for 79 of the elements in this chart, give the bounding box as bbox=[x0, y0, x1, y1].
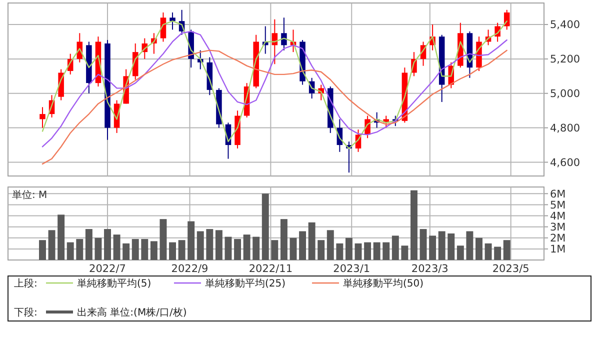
bar bbox=[429, 236, 436, 260]
bar bbox=[308, 222, 316, 260]
bar bbox=[76, 238, 84, 260]
bar bbox=[280, 219, 288, 260]
legend-label: 単純移動平均(25) bbox=[205, 278, 286, 290]
bar bbox=[503, 240, 510, 260]
bar bbox=[85, 229, 92, 260]
bar bbox=[318, 240, 325, 260]
bar bbox=[476, 238, 482, 260]
annotation: 単位: M bbox=[12, 189, 48, 201]
bar bbox=[48, 230, 56, 260]
bar bbox=[364, 242, 372, 260]
bar bbox=[178, 240, 186, 260]
bar bbox=[160, 219, 167, 260]
bar bbox=[420, 229, 427, 260]
bar bbox=[94, 238, 102, 260]
bar bbox=[299, 231, 306, 260]
y-tick-label: 5,400 bbox=[550, 19, 580, 32]
x-tick-label: 2022/11 bbox=[248, 263, 293, 275]
bar bbox=[252, 236, 260, 260]
bar bbox=[132, 238, 139, 260]
y-tick-label: 5M bbox=[550, 199, 566, 212]
bar bbox=[494, 246, 502, 260]
y-tick-label: 4,600 bbox=[550, 156, 580, 169]
y-tick-label: 5,000 bbox=[550, 88, 580, 100]
y-tick-label: 1M bbox=[550, 244, 566, 256]
bar bbox=[438, 231, 446, 260]
x-tick-label: 2022/9 bbox=[171, 263, 208, 275]
bar bbox=[224, 236, 232, 260]
legend-title: 下段: bbox=[14, 306, 38, 318]
bar bbox=[336, 243, 344, 260]
bar bbox=[410, 190, 418, 260]
bar bbox=[354, 243, 362, 260]
legend-label: 単純移動平均(50) bbox=[343, 278, 424, 290]
bar bbox=[188, 221, 195, 260]
bar bbox=[456, 246, 464, 260]
candlestick bbox=[40, 106, 46, 128]
legend-title: 上段: bbox=[14, 278, 38, 290]
candlestick bbox=[281, 17, 287, 51]
bar bbox=[39, 240, 46, 260]
bar bbox=[262, 194, 269, 260]
bar bbox=[290, 238, 297, 260]
bar bbox=[58, 214, 65, 260]
bar bbox=[234, 238, 242, 260]
bar bbox=[382, 242, 390, 260]
line-series bbox=[42, 50, 508, 165]
bar bbox=[326, 230, 334, 260]
bar bbox=[401, 246, 408, 260]
y-tick-label: 6M bbox=[550, 188, 566, 200]
x-tick-label: 2023/1 bbox=[333, 263, 370, 275]
bar bbox=[448, 233, 455, 260]
legend-label: 単純移動平均(5) bbox=[77, 278, 152, 290]
y-tick-label: 4M bbox=[550, 210, 566, 222]
bar bbox=[122, 243, 130, 260]
y-tick-label: 3M bbox=[550, 221, 566, 234]
bar bbox=[271, 240, 278, 260]
bar bbox=[150, 241, 158, 260]
y-tick-label: 2M bbox=[550, 232, 566, 245]
bar bbox=[141, 238, 148, 260]
bar bbox=[206, 229, 214, 260]
x-tick-label: 2022/7 bbox=[89, 263, 126, 275]
bar bbox=[392, 236, 399, 260]
y-tick-label: 4,800 bbox=[550, 122, 580, 134]
x-tick-label: 2023/5 bbox=[492, 263, 530, 275]
bar bbox=[196, 231, 204, 260]
bar bbox=[466, 231, 474, 260]
bar bbox=[373, 242, 380, 260]
bar bbox=[345, 238, 352, 260]
bar bbox=[66, 242, 74, 260]
bar bbox=[243, 234, 250, 260]
bar bbox=[215, 230, 222, 260]
bar bbox=[169, 242, 176, 260]
legend-label: 出来高 単位:(M株/口/枚) bbox=[77, 306, 187, 318]
y-tick-label: 5,200 bbox=[550, 54, 580, 66]
bar bbox=[104, 229, 111, 260]
bar bbox=[484, 243, 492, 260]
candlestick bbox=[170, 12, 176, 30]
bar bbox=[113, 234, 120, 260]
x-tick-label: 2023/3 bbox=[411, 263, 448, 275]
